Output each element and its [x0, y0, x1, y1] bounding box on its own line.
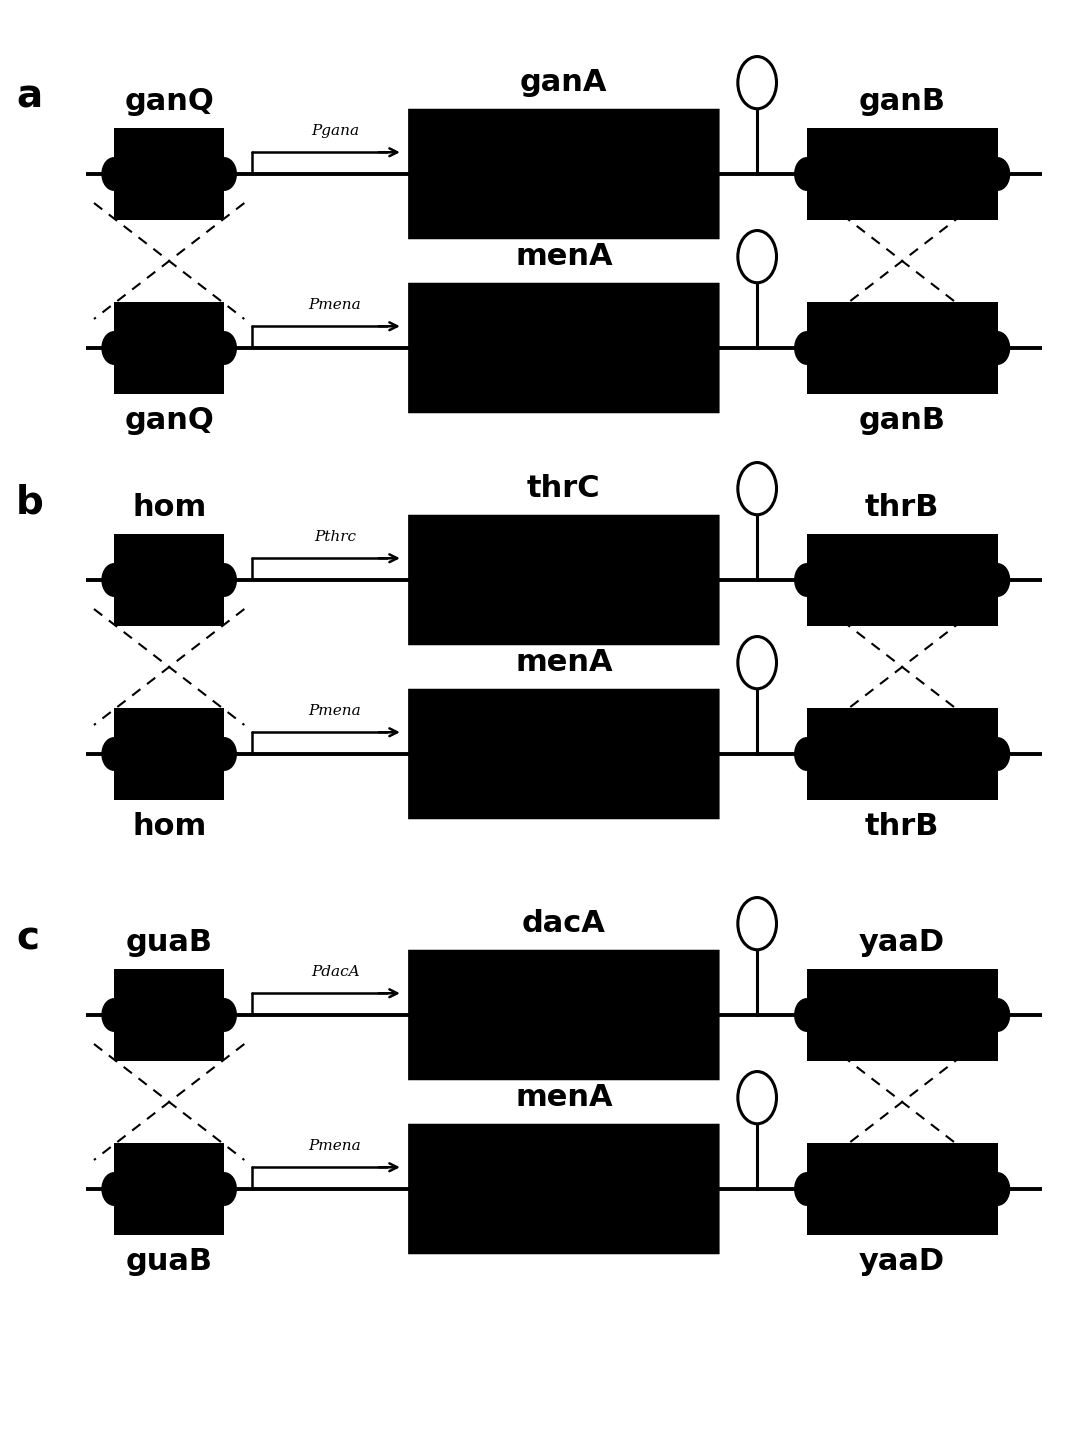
Text: ganQ: ganQ	[125, 406, 214, 435]
Text: PdacA: PdacA	[310, 964, 360, 979]
Text: Pgana: Pgana	[311, 123, 359, 138]
Circle shape	[102, 738, 126, 770]
Circle shape	[738, 231, 777, 283]
Text: dacA: dacA	[522, 909, 606, 938]
Text: b: b	[16, 484, 44, 522]
Circle shape	[795, 332, 818, 364]
Circle shape	[213, 332, 236, 364]
Text: menA: menA	[516, 1083, 612, 1112]
Circle shape	[795, 738, 818, 770]
Circle shape	[102, 158, 126, 190]
Circle shape	[738, 898, 777, 950]
Circle shape	[986, 1173, 1010, 1205]
Text: hom: hom	[132, 493, 206, 522]
FancyBboxPatch shape	[408, 689, 720, 819]
Circle shape	[738, 463, 777, 515]
Text: Pmena: Pmena	[308, 1138, 362, 1153]
FancyBboxPatch shape	[114, 534, 224, 626]
Text: a: a	[16, 78, 42, 116]
Text: thrB: thrB	[865, 493, 940, 522]
Circle shape	[102, 564, 126, 596]
Text: yaaD: yaaD	[859, 1247, 945, 1276]
Text: ganB: ganB	[858, 406, 946, 435]
FancyBboxPatch shape	[408, 1124, 720, 1254]
Text: c: c	[16, 919, 39, 957]
Circle shape	[213, 158, 236, 190]
Text: menA: menA	[516, 242, 612, 271]
FancyBboxPatch shape	[114, 128, 224, 220]
Circle shape	[795, 1173, 818, 1205]
Circle shape	[213, 999, 236, 1031]
Circle shape	[986, 738, 1010, 770]
FancyBboxPatch shape	[408, 950, 720, 1080]
Circle shape	[986, 332, 1010, 364]
Text: thrC: thrC	[527, 474, 600, 503]
Circle shape	[986, 564, 1010, 596]
Text: guaB: guaB	[126, 928, 213, 957]
Text: ganB: ganB	[858, 87, 946, 116]
FancyBboxPatch shape	[807, 708, 998, 800]
FancyBboxPatch shape	[807, 128, 998, 220]
FancyBboxPatch shape	[807, 1143, 998, 1235]
Text: thrB: thrB	[865, 812, 940, 841]
Circle shape	[213, 1173, 236, 1205]
Circle shape	[795, 158, 818, 190]
Text: ganQ: ganQ	[125, 87, 214, 116]
Circle shape	[102, 332, 126, 364]
Text: ganA: ganA	[520, 68, 608, 97]
Text: yaaD: yaaD	[859, 928, 945, 957]
Circle shape	[795, 999, 818, 1031]
Circle shape	[795, 564, 818, 596]
Text: Pmena: Pmena	[308, 703, 362, 718]
Circle shape	[102, 999, 126, 1031]
FancyBboxPatch shape	[807, 969, 998, 1061]
FancyBboxPatch shape	[408, 283, 720, 413]
FancyBboxPatch shape	[114, 969, 224, 1061]
FancyBboxPatch shape	[114, 302, 224, 394]
Circle shape	[738, 57, 777, 109]
Circle shape	[986, 158, 1010, 190]
Text: guaB: guaB	[126, 1247, 213, 1276]
Circle shape	[102, 1173, 126, 1205]
Circle shape	[213, 564, 236, 596]
Circle shape	[738, 637, 777, 689]
Circle shape	[738, 1072, 777, 1124]
FancyBboxPatch shape	[114, 1143, 224, 1235]
Text: Pmena: Pmena	[308, 297, 362, 312]
Text: Pthrc: Pthrc	[314, 529, 357, 544]
FancyBboxPatch shape	[408, 109, 720, 239]
Text: menA: menA	[516, 648, 612, 677]
Text: hom: hom	[132, 812, 206, 841]
FancyBboxPatch shape	[408, 515, 720, 645]
Circle shape	[213, 738, 236, 770]
Circle shape	[986, 999, 1010, 1031]
FancyBboxPatch shape	[114, 708, 224, 800]
FancyBboxPatch shape	[807, 302, 998, 394]
FancyBboxPatch shape	[807, 534, 998, 626]
